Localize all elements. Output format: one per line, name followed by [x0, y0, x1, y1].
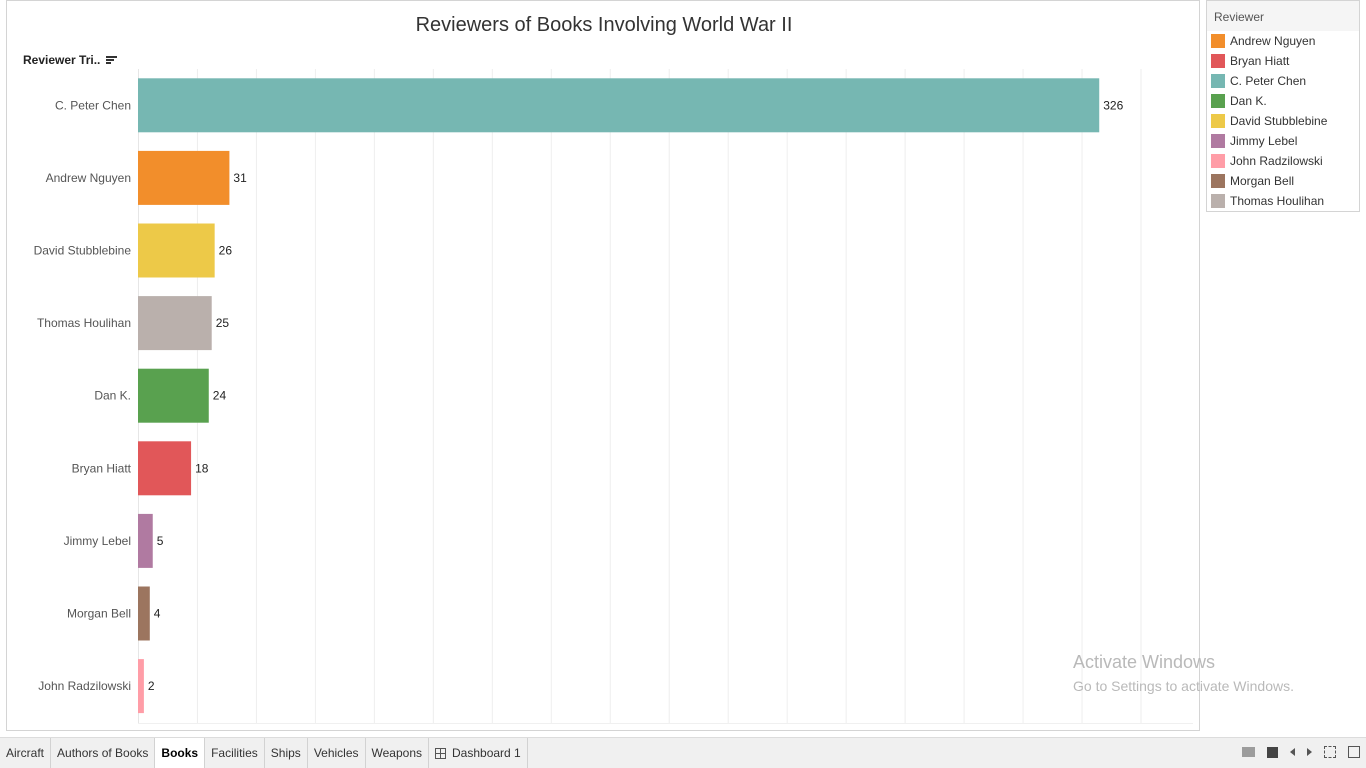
- bars: [138, 78, 1099, 713]
- tab-dashboard-1[interactable]: Dashboard 1: [429, 738, 528, 768]
- grid-icon: [435, 748, 446, 759]
- bar[interactable]: [138, 514, 153, 568]
- category-label[interactable]: Jimmy Lebel: [64, 534, 131, 548]
- presentation-mode-icon[interactable]: [1348, 746, 1360, 758]
- tab-facilities[interactable]: Facilities: [205, 738, 265, 768]
- legend-item[interactable]: John Radzilowski: [1207, 151, 1359, 171]
- legend-swatch: [1211, 154, 1225, 168]
- legend-label: Dan K.: [1230, 94, 1267, 108]
- tab-vehicles[interactable]: Vehicles: [308, 738, 366, 768]
- legend-label: Morgan Bell: [1230, 174, 1294, 188]
- legend-title: Reviewer: [1207, 1, 1359, 31]
- data-label: 18: [195, 461, 209, 475]
- category-label[interactable]: C. Peter Chen: [55, 98, 131, 112]
- legend-swatch: [1211, 114, 1225, 128]
- legend-swatch: [1211, 194, 1225, 208]
- category-label[interactable]: Morgan Bell: [67, 607, 131, 621]
- gridlines: [138, 69, 1193, 724]
- bar[interactable]: [138, 441, 191, 495]
- category-label[interactable]: John Radzilowski: [38, 679, 131, 693]
- data-label: 326: [1103, 98, 1123, 112]
- sheet-tab-bar: Aircraft Authors of Books Books Facilities S…: [0, 737, 1366, 768]
- legend-swatch: [1211, 134, 1225, 148]
- bar[interactable]: [138, 296, 212, 350]
- category-label[interactable]: Thomas Houlihan: [37, 316, 131, 330]
- legend-item[interactable]: Andrew Nguyen: [1207, 31, 1359, 51]
- fit-screen-icon[interactable]: [1324, 746, 1336, 758]
- data-label: 4: [154, 607, 161, 621]
- legend-label: David Stubblebine: [1230, 114, 1327, 128]
- tab-authors-of-books[interactable]: Authors of Books: [51, 738, 155, 768]
- legend-label: John Radzilowski: [1230, 154, 1323, 168]
- legend-items: Andrew Nguyen Bryan Hiatt C. Peter Chen Dan…: [1207, 31, 1359, 211]
- bar[interactable]: [138, 369, 209, 423]
- legend-label: Jimmy Lebel: [1230, 134, 1297, 148]
- legend-label: C. Peter Chen: [1230, 74, 1306, 88]
- category-label[interactable]: Andrew Nguyen: [46, 171, 131, 185]
- bar-chart: C. Peter Chen 326 Andrew Nguyen 31 David Stu…: [7, 1, 1201, 732]
- legend-swatch: [1211, 34, 1225, 48]
- sheet-navigation: [1242, 746, 1360, 758]
- tab-ships[interactable]: Ships: [265, 738, 308, 768]
- category-label[interactable]: David Stubblebine: [34, 244, 132, 258]
- bar[interactable]: [138, 659, 144, 713]
- data-label: 24: [213, 389, 227, 403]
- legend-item[interactable]: Morgan Bell: [1207, 171, 1359, 191]
- legend-item[interactable]: Thomas Houlihan: [1207, 191, 1359, 211]
- filmstrip-view-icon[interactable]: [1242, 747, 1255, 757]
- color-legend: Reviewer Andrew Nguyen Bryan Hiatt C. Pete…: [1206, 0, 1360, 212]
- tab-weapons[interactable]: Weapons: [366, 738, 429, 768]
- legend-item[interactable]: David Stubblebine: [1207, 111, 1359, 131]
- bar[interactable]: [138, 224, 215, 278]
- legend-item[interactable]: Bryan Hiatt: [1207, 51, 1359, 71]
- legend-label: Thomas Houlihan: [1230, 194, 1324, 208]
- legend-item[interactable]: Jimmy Lebel: [1207, 131, 1359, 151]
- legend-item[interactable]: Dan K.: [1207, 91, 1359, 111]
- next-sheet-icon[interactable]: [1307, 748, 1312, 756]
- legend-swatch: [1211, 94, 1225, 108]
- legend-label: Bryan Hiatt: [1230, 54, 1289, 68]
- data-label: 31: [233, 171, 247, 185]
- data-label: 26: [219, 244, 233, 258]
- tab-books[interactable]: Books: [155, 738, 205, 768]
- sheet-tabs: Aircraft Authors of Books Books Facilities S…: [0, 738, 1366, 768]
- bar[interactable]: [138, 587, 150, 641]
- tabs-view-icon[interactable]: [1267, 747, 1278, 758]
- legend-swatch: [1211, 54, 1225, 68]
- legend-swatch: [1211, 74, 1225, 88]
- dashboard-tab-label: Dashboard 1: [452, 738, 521, 768]
- data-label: 5: [157, 534, 164, 548]
- watermark-line1: Activate Windows: [1073, 652, 1294, 673]
- activate-windows-watermark: Activate Windows Go to Settings to activ…: [1073, 652, 1294, 694]
- watermark-line2: Go to Settings to activate Windows.: [1073, 678, 1294, 694]
- previous-sheet-icon[interactable]: [1290, 748, 1295, 756]
- bar[interactable]: [138, 151, 229, 205]
- data-label: 2: [148, 679, 155, 693]
- bar[interactable]: [138, 78, 1099, 132]
- tab-aircraft[interactable]: Aircraft: [0, 738, 51, 768]
- category-label[interactable]: Bryan Hiatt: [72, 461, 132, 475]
- legend-label: Andrew Nguyen: [1230, 34, 1315, 48]
- legend-swatch: [1211, 174, 1225, 188]
- data-label: 25: [216, 316, 230, 330]
- viz-frame: Reviewers of Books Involving World War I…: [6, 0, 1200, 731]
- legend-item[interactable]: C. Peter Chen: [1207, 71, 1359, 91]
- category-label[interactable]: Dan K.: [94, 389, 131, 403]
